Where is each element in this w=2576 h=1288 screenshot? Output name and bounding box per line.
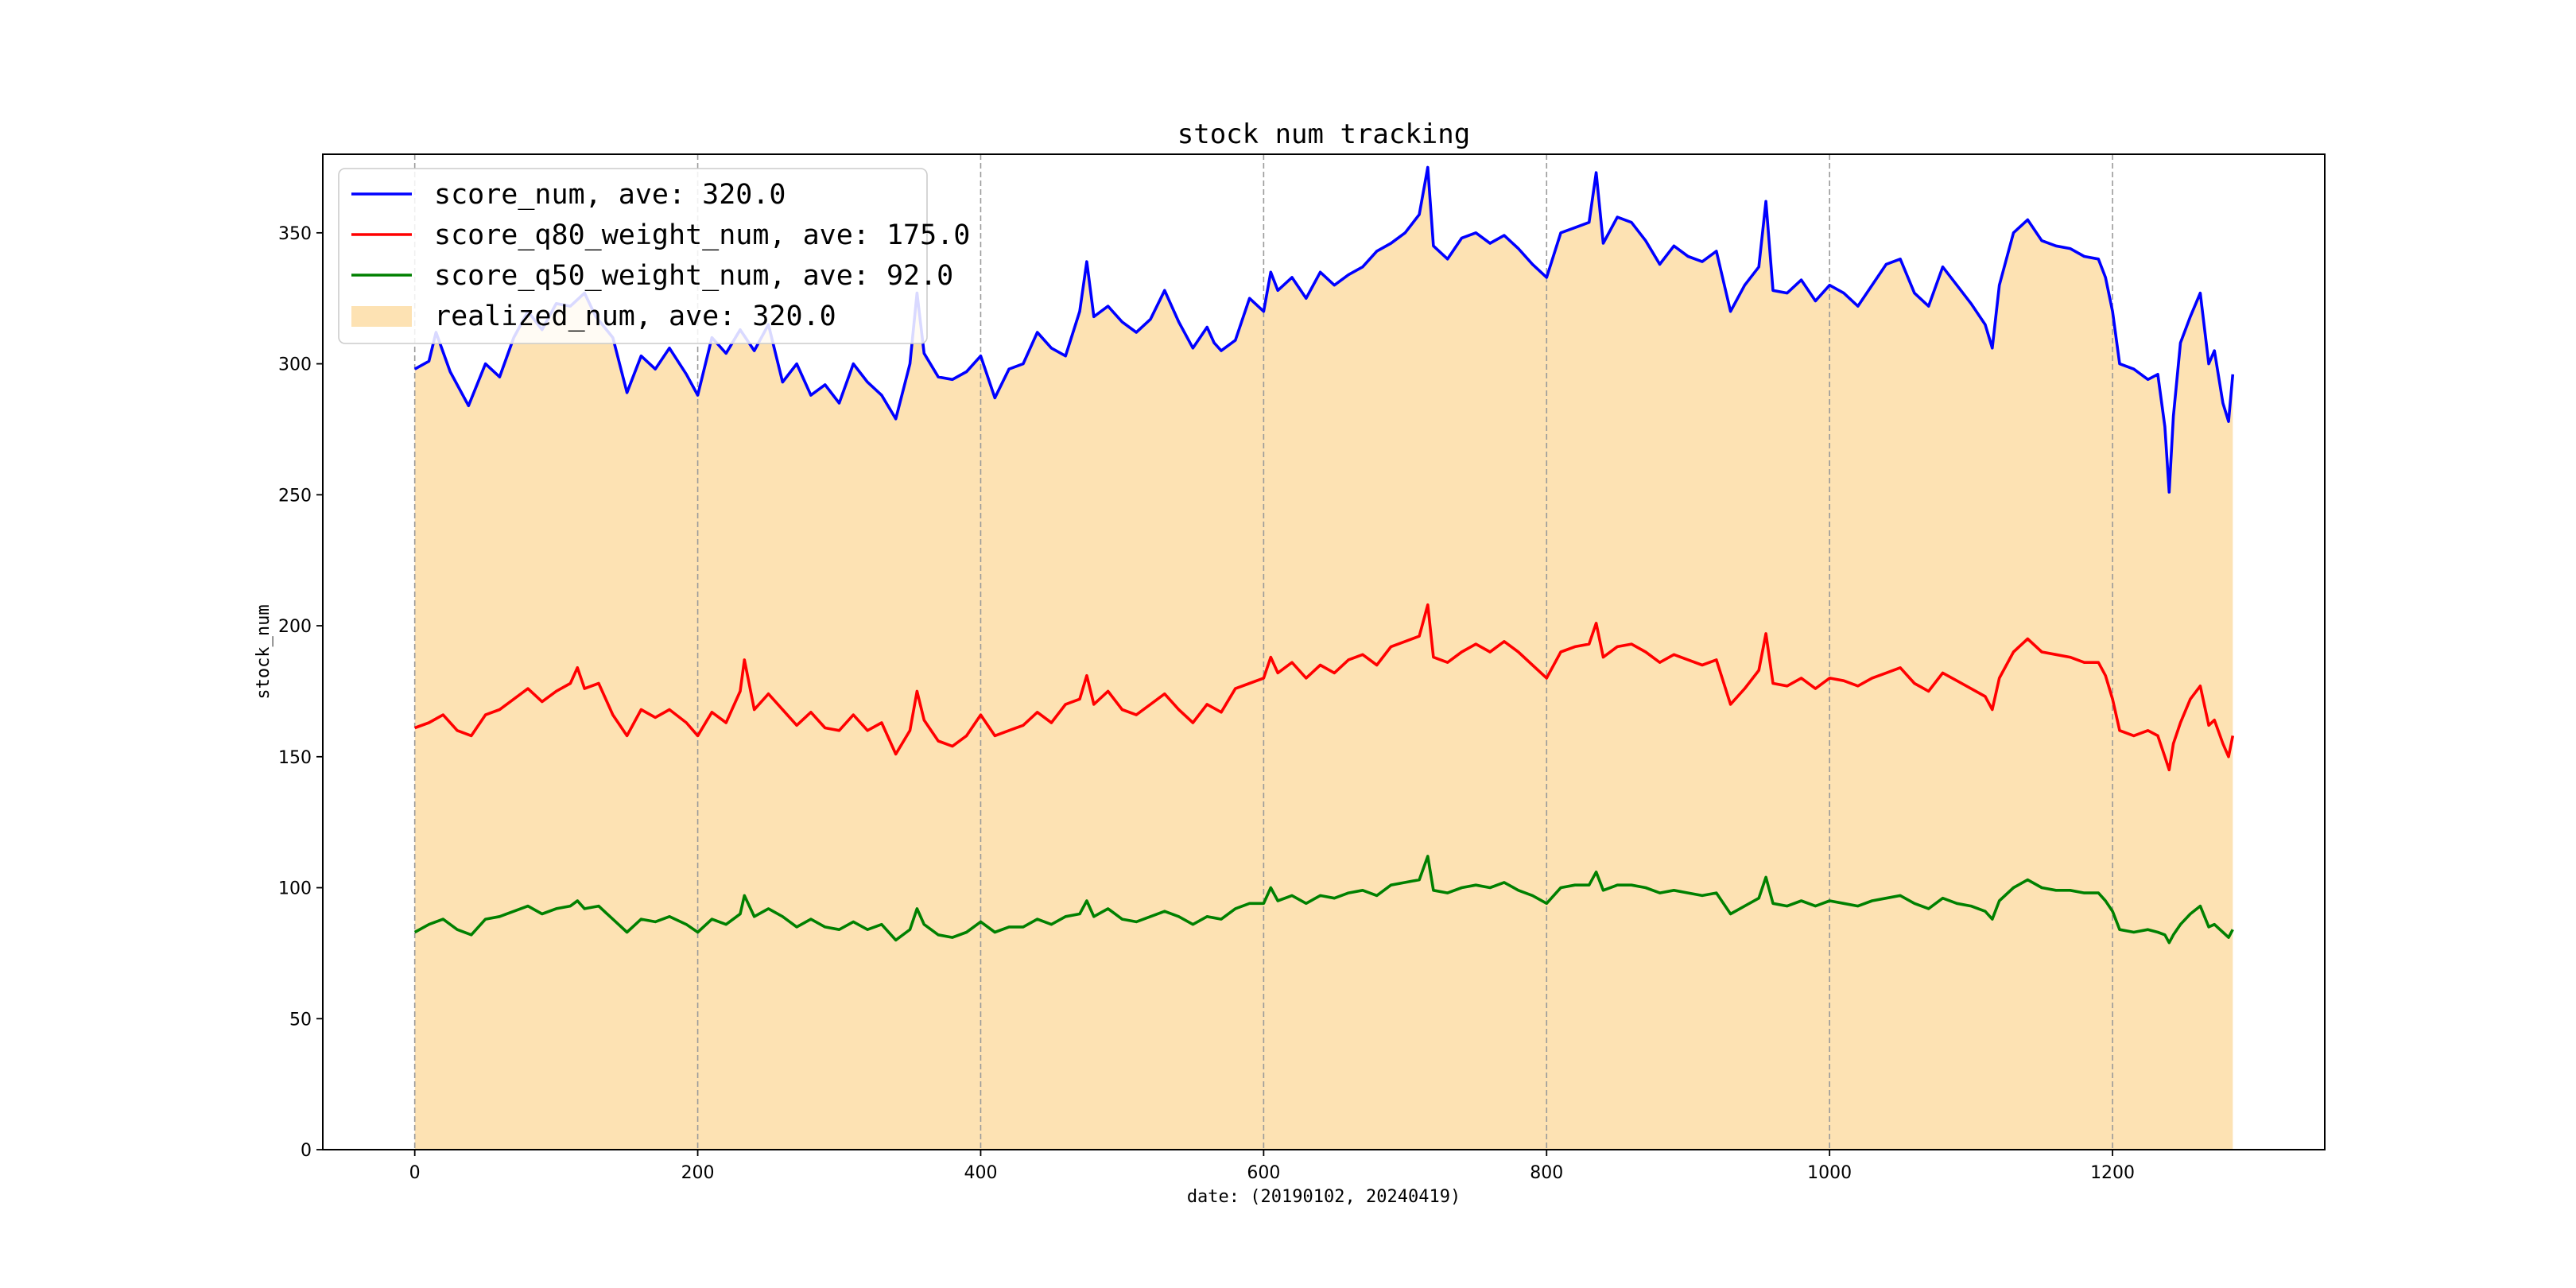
y-tick-label: 0 — [301, 1141, 312, 1161]
y-tick-label: 350 — [278, 224, 312, 244]
y-axis-ticks: 0 50 100 150 200 250 300 350 — [278, 224, 323, 1161]
x-axis-ticks: 0 200 400 600 800 1000 1200 — [409, 1150, 2135, 1183]
plot-frame — [322, 153, 2326, 1150]
series-line-score-num — [413, 165, 2235, 494]
x-tick-label: 0 — [409, 1163, 421, 1183]
legend-swatch-area — [351, 306, 412, 327]
legend-entry-label: score_num, ave: 320.0 — [434, 179, 786, 211]
y-tick-label: 250 — [278, 486, 312, 506]
y-tick-label: 300 — [278, 355, 312, 375]
x-tick-label: 1200 — [2090, 1163, 2135, 1183]
x-tick-label: 600 — [1247, 1163, 1280, 1183]
series-line-score-q50-weight-num — [413, 855, 2234, 945]
legend-entry-label: score_q80_weight_num, ave: 175.0 — [434, 219, 970, 251]
y-tick-label: 200 — [278, 617, 312, 637]
y-tick-label: 150 — [278, 748, 312, 768]
legend-entry-label: score_q50_weight_num, ave: 92.0 — [434, 260, 953, 292]
x-axis-label: date: (20190102, 20240419) — [1187, 1187, 1461, 1207]
x-tick-label: 400 — [964, 1163, 997, 1183]
x-tick-label: 1000 — [1807, 1163, 1852, 1183]
x-tick-label: 200 — [681, 1163, 715, 1183]
legend-entry-label: realized_num, ave: 320.0 — [434, 301, 836, 332]
series-line-score-q80-weight-num — [414, 603, 2235, 772]
legend: score_num, ave: 320.0 score_q80_weight_nu… — [338, 168, 970, 344]
y-tick-label: 50 — [289, 1010, 312, 1030]
x-tick-label: 800 — [1530, 1163, 1563, 1183]
y-axis-label: stock_num — [254, 604, 274, 699]
lines-layer — [413, 165, 2235, 945]
y-tick-label: 100 — [278, 879, 312, 899]
legend-box — [338, 168, 928, 344]
chart-title: stock num tracking — [1177, 118, 1470, 150]
